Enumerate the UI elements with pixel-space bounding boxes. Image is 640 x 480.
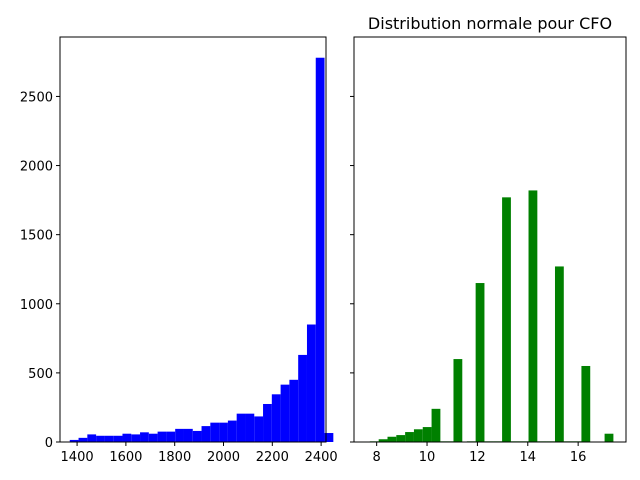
- left-bar: [78, 437, 88, 442]
- left-bar: [210, 422, 220, 442]
- right-x-tick-label: 12: [469, 450, 486, 465]
- left-bar: [201, 426, 211, 442]
- left-x-tick-label: 2200: [256, 450, 289, 465]
- right-chart-title: Distribution normale pour CFO: [368, 14, 612, 33]
- left-bar: [104, 435, 114, 442]
- left-bar: [227, 420, 237, 442]
- left-bar: [245, 413, 255, 442]
- left-bar: [148, 433, 158, 442]
- left-bar: [315, 57, 325, 442]
- left-y-tick-label: 2500: [20, 90, 53, 105]
- left-bar: [96, 435, 105, 442]
- left-y-tick-label: 2000: [20, 160, 53, 175]
- right-x-tick-label: 14: [520, 450, 537, 465]
- left-histogram-panel: 1400 1600 1800 2000 2200 2400 0 500 1000 1500 200…: [20, 36, 338, 465]
- right-x-tick-label: 16: [570, 450, 587, 465]
- left-bar: [324, 433, 334, 442]
- right-y-axis-ticks: [350, 95, 354, 443]
- right-bar: [554, 266, 564, 442]
- right-bar: [422, 427, 432, 442]
- right-x-tick-label: 8: [373, 450, 381, 465]
- right-bar: [405, 432, 414, 442]
- left-bar: [157, 431, 167, 442]
- right-histogram-panel: 8 10 12 14 16 Distribution normale pour CFO: [350, 14, 627, 465]
- left-bar: [306, 324, 316, 442]
- right-bar: [475, 283, 485, 442]
- right-bar: [396, 435, 406, 442]
- left-bar: [236, 413, 246, 442]
- left-bar: [183, 428, 193, 442]
- right-axes-frame: [353, 36, 627, 443]
- left-bar: [298, 354, 307, 442]
- left-bar: [254, 416, 264, 442]
- left-bar: [166, 431, 176, 442]
- right-bar: [581, 365, 591, 442]
- left-y-axis-ticks: 0 500 1000 1500 2000 2500: [20, 90, 60, 451]
- right-bar: [431, 408, 441, 442]
- left-x-axis-ticks: 1400 1600 1800 2000 2200 2400: [61, 442, 338, 465]
- left-y-tick-label: 1000: [20, 298, 53, 313]
- left-bar: [131, 434, 141, 442]
- left-y-tick-label: 500: [28, 367, 53, 382]
- left-bar: [122, 433, 132, 442]
- right-bar: [453, 359, 463, 442]
- left-bar: [113, 435, 123, 442]
- left-x-tick-label: 2000: [207, 450, 240, 465]
- left-bar: [280, 384, 290, 442]
- right-x-tick-label: 10: [419, 450, 436, 465]
- left-y-tick-label: 1500: [20, 229, 53, 244]
- left-bars: [69, 57, 334, 442]
- right-bar: [413, 429, 423, 442]
- left-bar: [175, 428, 184, 442]
- right-bar: [378, 439, 388, 442]
- left-bar: [192, 430, 202, 442]
- left-x-tick-label: 2400: [305, 450, 338, 465]
- right-x-axis-ticks: 8 10 12 14 16: [373, 442, 587, 465]
- left-bar: [263, 403, 272, 442]
- left-bar: [219, 422, 228, 442]
- left-bar: [87, 434, 97, 442]
- right-bar: [604, 433, 614, 442]
- left-x-tick-label: 1600: [109, 450, 142, 465]
- left-bar: [140, 432, 149, 442]
- left-bar: [271, 394, 281, 442]
- right-bar: [502, 197, 511, 442]
- right-bar: [387, 436, 397, 442]
- left-x-tick-label: 1400: [61, 450, 94, 465]
- left-bar: [69, 439, 79, 442]
- left-axes-frame: [59, 36, 327, 443]
- left-x-tick-label: 1800: [158, 450, 191, 465]
- right-bar: [528, 190, 538, 442]
- left-y-tick-label: 0: [45, 436, 53, 451]
- right-bars: [361, 190, 622, 442]
- left-bar: [289, 379, 299, 442]
